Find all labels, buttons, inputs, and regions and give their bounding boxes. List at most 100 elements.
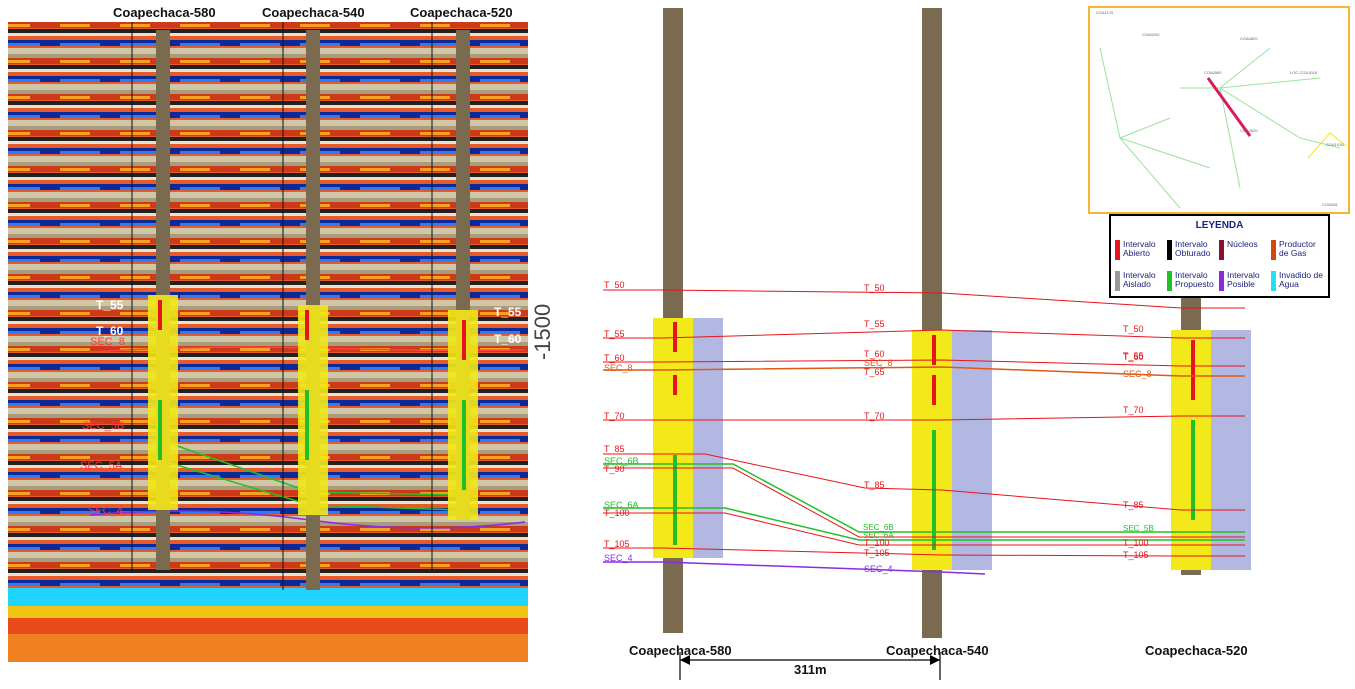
legend-item: Intervalo Abierto [1115,240,1167,260]
minimap-well-label: COA0820 [1240,36,1258,41]
horizon-label: T_85 [1123,500,1144,510]
legend-swatch [1219,271,1224,291]
seismic-horizon-label: SEC_4 [88,505,123,517]
legend-item: Intervalo Posible [1219,271,1271,291]
interval-open [305,310,309,340]
legend-item: Núcleos [1219,240,1271,260]
horizon-label: SEC_6B [863,523,894,532]
horizon-label: T_100 [604,508,630,518]
horizon-SEC4 [603,561,986,575]
minimap-well-label: COA1170 [1096,10,1114,15]
legend-item: Intervalo Propuesto [1167,271,1219,291]
legend-swatch [1271,240,1276,260]
horizon-label: T_105 [1123,550,1149,560]
minimap-trajectories [1099,47,1341,209]
interval-open [462,320,466,360]
legend: LEYENDA Intervalo Abierto Intervalo Obtu… [1109,214,1330,298]
horizon-label: T_50 [1123,324,1144,334]
seismic-reflector [8,634,528,662]
horizon-T105 [603,547,1245,557]
seismic-horizon-label: SEC_5A [80,460,123,472]
section-line [1206,77,1252,137]
minimap-road [1307,132,1347,159]
horizon-label: T_60 [604,353,625,363]
horizon-label: T_100 [1123,538,1149,548]
interval-proposed [158,400,162,460]
horizon-label: T_55 [864,319,885,329]
horizon-label: T_65 [864,367,885,377]
seismic-well-label: Coapechaca-580 [113,5,216,20]
correlation-well-label: Coapechaca-580 [629,643,732,658]
horizon-label: SEC_8 [604,363,633,373]
horizon-label: T_70 [604,411,625,421]
horizon-label: SEC_4 [604,553,633,563]
correlation-section: Coapechaca-580 Coapechaca-540 Coapechaca… [545,0,1355,684]
seismic-scale-strip [530,30,536,630]
horizon-label: SEC_6A [604,500,639,510]
horizon-label: SEC_8 [864,358,893,368]
horizon-label: SEC_6B [604,456,639,466]
horizon-SEC8 [603,366,1245,377]
interval-open [673,322,677,352]
distance-label: 311m [791,662,830,677]
interval-open [1191,340,1195,400]
seismic-well-label: Coapechaca-540 [262,5,365,20]
horizon-label: T_50 [864,283,885,293]
minimap-well-label: LOC COA1018 [1290,70,1317,75]
well-pay-zone [298,305,328,515]
horizon-label: T_60 [864,349,885,359]
interval-proposed [673,455,677,545]
correlation-image [603,8,1251,680]
seismic-reflector [8,606,528,618]
minimap-well-label: COA0580 [1204,70,1222,75]
seismic-section: Coapechaca-580 Coapechaca-540 Coapechaca… [0,0,555,684]
horizon-label: T_100 [864,538,890,548]
legend-label: Intervalo Abierto [1123,239,1156,258]
horizon-T60 [603,359,1245,367]
horizon-label: SEC_5B [1123,524,1154,533]
minimap-well-label: COA0292 [1142,32,1160,37]
horizon-SEC6B [603,463,1245,533]
horizon-label: T_105 [864,548,890,558]
horizon-T70 [603,415,1245,421]
legend-label: Núcleos [1227,239,1258,249]
legend-title: LEYENDA [1195,220,1244,231]
interval-proposed [1191,420,1195,520]
legend-swatch [1219,240,1224,260]
legend-swatch [1167,271,1172,291]
horizon-T50 [603,289,1245,309]
seismic-horizon-label: SEC_5B [82,420,125,432]
horizon-label: T_55 [604,329,625,339]
horizon-label: SEC_6A [863,531,894,540]
horizon-label: T_50 [604,280,625,290]
legend-label: Productor de Gas [1279,239,1316,258]
horizon-label: SEC_8 [1123,369,1152,379]
interval-open [932,335,936,365]
horizon-label: T_85 [604,444,625,454]
seismic-image [8,22,536,662]
seismic-horizon-label: T_60 [494,332,522,346]
interval-open [673,375,677,395]
legend-swatch [1167,240,1172,260]
horizon-SEC6A [603,507,1245,541]
legend-item: Intervalo Aislado [1115,271,1167,291]
seismic-horizon-label: T_55 [494,305,522,319]
legend-swatch [1115,240,1120,260]
legend-swatch [1271,271,1276,291]
interval-proposed [462,400,466,490]
legend-item: Intervalo Obturado [1167,240,1219,260]
minimap-well-label: COA928 [1322,202,1338,207]
legend-swatch [1115,271,1120,291]
seismic-horizon-label: T_55 [96,298,124,312]
seismic-reflector [8,618,528,634]
well-pay-zone [148,295,178,510]
scale-arrow-left-icon [680,655,690,665]
legend-item: Productor de Gas [1271,240,1323,260]
legend-label: Intervalo Aislado [1123,270,1156,289]
correlation-well-label: Coapechaca-520 [1145,643,1248,658]
horizon-label: T_70 [864,411,885,421]
seismic-reflector [8,588,528,606]
horizon-T100 [603,512,1245,546]
minimap-image [1099,47,1347,209]
location-minimap: COA1170 COA0292 COA0820 COA0580 LOC COA1… [1088,6,1350,214]
